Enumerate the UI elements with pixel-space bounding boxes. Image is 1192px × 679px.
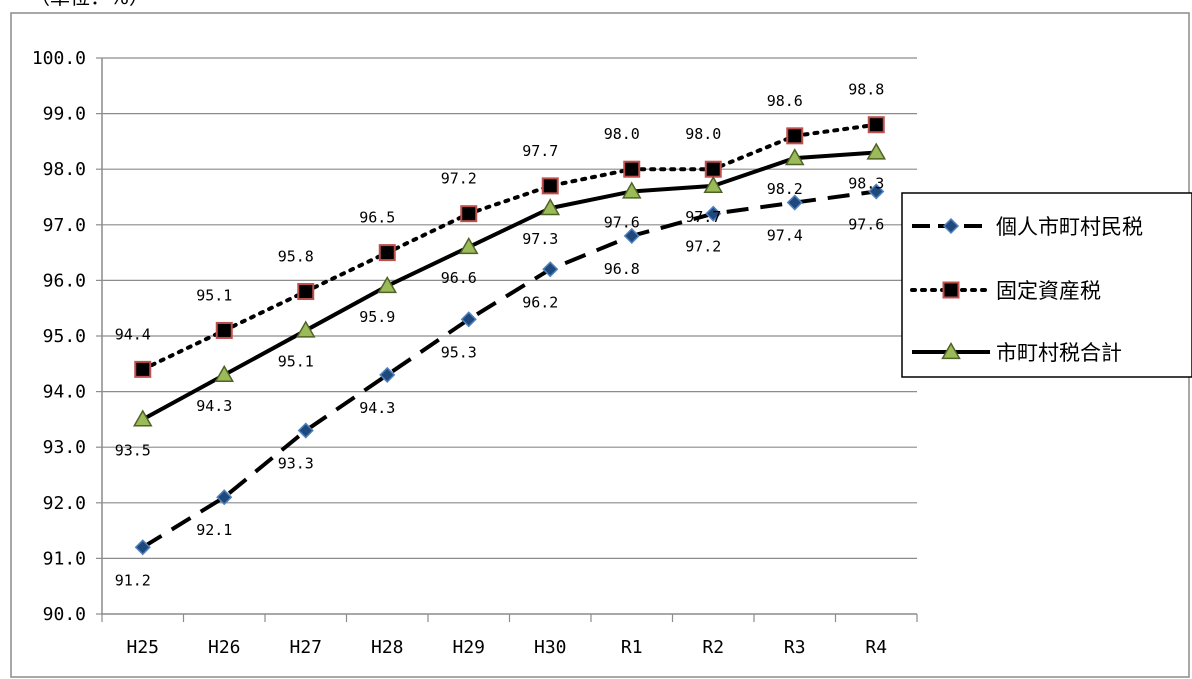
- series-1-point: [542, 261, 559, 278]
- series-2-data-label: 95.1: [196, 286, 232, 304]
- series-1-data-label: 93.3: [278, 455, 314, 473]
- series-3-line: [141, 150, 877, 422]
- series-2-point: [541, 177, 559, 195]
- y-tick-label: 100.0: [32, 48, 86, 69]
- series-1-point: [705, 205, 722, 222]
- series-1-data-label: 96.2: [522, 293, 558, 311]
- y-tick-label: 91.0: [43, 548, 86, 569]
- series-1-data-label: 96.8: [604, 260, 640, 278]
- series-3-point: [784, 148, 805, 166]
- series-1-line: [141, 189, 877, 549]
- y-tick-label: 90.0: [43, 604, 86, 625]
- legend-item-label: 市町村税合計: [996, 341, 1122, 365]
- series-1-data-label: 92.1: [196, 521, 232, 539]
- gridlines: [102, 57, 917, 560]
- series-1-point: [297, 422, 314, 439]
- series-1-point: [460, 311, 477, 328]
- series-2-data-label: 97.2: [441, 170, 477, 188]
- unit-label: （単位：%）: [30, 0, 149, 9]
- series-1-point: [379, 366, 396, 383]
- series-3-data-label: 97.6: [604, 213, 640, 231]
- x-tick-label: H30: [534, 637, 567, 658]
- series-1-data-label: 94.3: [359, 399, 395, 417]
- series-2-data-label: 98.6: [767, 92, 803, 110]
- series-2-data-label: 98.0: [604, 125, 640, 143]
- series-3-data-label: 97.3: [522, 230, 558, 248]
- series-lines: [132, 116, 887, 556]
- series-3-data-label: 98.3: [848, 175, 884, 193]
- series-2-point: [297, 283, 315, 301]
- y-tick-label: 95.0: [43, 326, 86, 347]
- series-1-data-label: 95.3: [441, 343, 477, 361]
- legend-item-label: 個人市町村民税: [996, 215, 1143, 239]
- series-3-data-label: 95.9: [359, 308, 395, 326]
- y-tick-label: 97.0: [43, 215, 86, 236]
- series-3-data-label: 98.2: [767, 180, 803, 198]
- legend-marker: [941, 341, 961, 360]
- series-1-data-label: 97.2: [685, 238, 721, 256]
- x-tick-label: H25: [126, 637, 159, 658]
- x-tick-label: R2: [702, 637, 724, 658]
- series-3-point: [295, 320, 316, 338]
- series-3-point: [132, 409, 153, 427]
- x-tick-label: R1: [621, 637, 643, 658]
- data-labels: 91.2 92.1 93.3 94.3 95.3 96.2 96.8 97.2 97.4 97.6…: [115, 81, 885, 590]
- y-tick-label: 94.0: [43, 382, 86, 403]
- series-3-point: [377, 275, 398, 294]
- series-2-data-label: 96.5: [359, 209, 395, 227]
- series-1-point: [623, 227, 640, 244]
- series-1-point: [134, 539, 151, 556]
- series-2-point: [623, 160, 641, 178]
- series-2-point: [215, 321, 233, 339]
- series-3-data-label: 97.7: [685, 208, 721, 226]
- legend-item-label: 固定資産税: [996, 279, 1101, 303]
- series-2-point: [460, 205, 478, 223]
- series-2-point: [704, 160, 722, 178]
- series-3-point: [540, 198, 561, 216]
- y-tick-label: 99.0: [43, 104, 86, 125]
- y-tick-label: 96.0: [43, 270, 86, 291]
- series-2-data-label: 95.8: [278, 248, 314, 266]
- x-tick-label: R3: [784, 637, 806, 658]
- x-tick-label: H26: [208, 637, 241, 658]
- series-2-data-label: 94.4: [115, 325, 151, 343]
- series-3-point: [458, 237, 479, 255]
- series-3-data-label: 96.6: [441, 269, 477, 287]
- series-3-data-label: 93.5: [115, 441, 151, 459]
- series-2-line: [140, 122, 879, 372]
- y-tick-label: 98.0: [43, 159, 86, 180]
- axes: 90.0 91.0 92.0 93.0 94.0 95.0 96.0 97.0 98.0 99.0…: [32, 48, 918, 658]
- x-tick-label: H27: [289, 637, 322, 658]
- series-2-point: [134, 360, 152, 378]
- series-2-data-label: 98.0: [685, 125, 721, 143]
- series-2-point: [378, 244, 396, 262]
- series-1-data-label: 97.4: [767, 227, 803, 245]
- series-2-point: [786, 127, 804, 145]
- series-3-point: [866, 142, 887, 160]
- series-3-data-label: 95.1: [278, 352, 314, 370]
- series-1-data-label: 91.2: [115, 571, 151, 589]
- series-1-point: [786, 194, 803, 211]
- series-3-point: [621, 181, 642, 199]
- y-tick-label: 93.0: [43, 437, 86, 458]
- series-2-data-label: 98.8: [848, 81, 884, 99]
- series-2-data-label: 97.7: [522, 142, 558, 160]
- legend-marker: [942, 281, 960, 299]
- series-2-point: [867, 116, 885, 134]
- series-3-data-label: 94.3: [196, 397, 232, 415]
- x-tick-label: H28: [371, 637, 404, 658]
- series-1-point: [868, 183, 885, 200]
- y-tick-label: 92.0: [43, 493, 86, 514]
- x-tick-label: H29: [452, 637, 485, 658]
- series-1-point: [216, 489, 233, 506]
- x-tick-label: R4: [865, 637, 887, 658]
- series-1-data-label: 97.6: [848, 215, 884, 233]
- legend-marker: [942, 217, 960, 235]
- series-3-point: [703, 175, 724, 194]
- series-3-point: [214, 364, 235, 383]
